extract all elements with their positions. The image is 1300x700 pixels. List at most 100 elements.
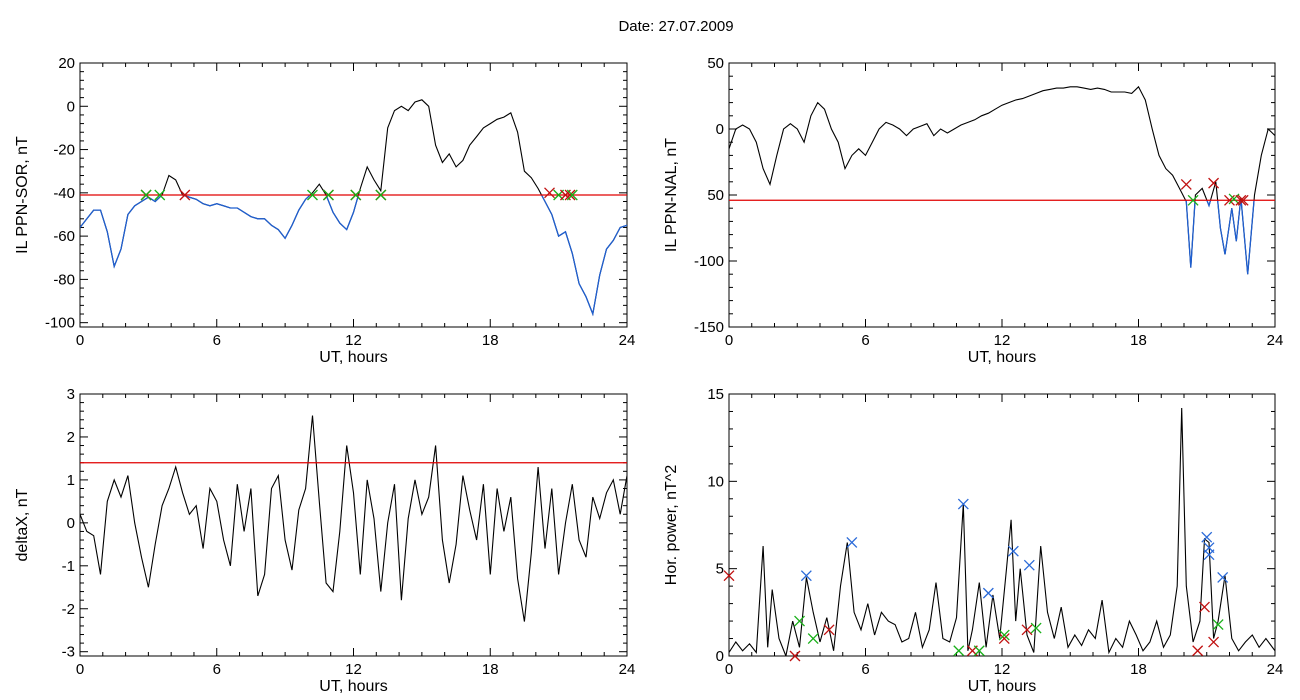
x-tick-label: 12 (994, 661, 1011, 678)
y-tick-label: -2 (62, 601, 75, 618)
event-marker (1023, 559, 1035, 571)
event-marker (179, 189, 191, 201)
y-tick-label: -100 (694, 253, 724, 270)
y-tick-label: -100 (45, 315, 75, 332)
event-marker (1201, 531, 1213, 543)
y-tick-label: 15 (707, 386, 724, 403)
x-tick-label: 0 (725, 332, 733, 349)
event-marker (1030, 622, 1042, 634)
event-marker (1235, 194, 1247, 206)
event-marker (1212, 619, 1224, 631)
event-marker (800, 570, 812, 582)
y-tick-label: 1 (67, 472, 75, 489)
event-marker (564, 189, 576, 201)
x-tick-label: 18 (482, 332, 499, 349)
x-tick-label: 24 (1267, 661, 1284, 678)
event-marker (1021, 624, 1033, 636)
x-tick-label: 18 (1130, 332, 1147, 349)
event-marker (957, 498, 969, 510)
plot-frame (79, 393, 628, 657)
plot-area (729, 85, 1275, 275)
y-tick-label: 0 (716, 121, 724, 138)
chart-panel-top-left: 0 6 12 18 24 -100 -80 -60 -40 -20 0 20 UT, hours IL P… (14, 55, 635, 366)
x-tick-label: 24 (619, 661, 636, 678)
y-axis-title: Hor. power, nT^2 (663, 465, 680, 586)
y-tick-label: 0 (716, 648, 724, 665)
x-tick-label: 6 (213, 661, 221, 678)
event-marker (1217, 571, 1229, 583)
event-marker (846, 537, 858, 548)
y-tick-label: -60 (53, 228, 75, 245)
x-tick-label: 6 (213, 332, 221, 349)
y-tick-label: 20 (58, 55, 75, 72)
series-line (80, 99, 627, 317)
y-tick-label: 10 (707, 473, 724, 490)
event-marker (566, 189, 578, 201)
x-tick-label: 0 (76, 661, 84, 678)
plot-area (80, 415, 627, 622)
event-marker (723, 570, 735, 582)
event-marker (998, 633, 1010, 644)
y-tick-label: -20 (53, 142, 75, 159)
y-axis-title: IL PPN-SOR, nT (14, 136, 31, 254)
event-marker (1203, 549, 1215, 561)
y-tick-label: 2 (67, 429, 75, 446)
y-tick-label: 0 (67, 515, 75, 532)
series-line (80, 415, 627, 622)
y-axis-title: IL PPN-NAL, nT (663, 138, 680, 252)
y-tick-label: -80 (53, 271, 75, 288)
event-marker (823, 624, 835, 636)
event-marker (140, 189, 152, 201)
plot-area (729, 407, 1275, 656)
x-tick-label: 24 (619, 332, 636, 349)
event-marker (1199, 601, 1210, 613)
x-tick-label: 18 (1130, 661, 1147, 678)
chart-panel-top-right: 0 6 12 18 24 -150 -100 50 0 50 UT, hours IL PPN-NAL… (663, 55, 1283, 366)
event-marker (544, 187, 555, 199)
event-marker (1237, 194, 1249, 206)
series-line-below-threshold (80, 195, 627, 317)
x-tick-label: 18 (482, 661, 499, 678)
event-marker (307, 189, 318, 201)
y-tick-label: 50 (707, 187, 724, 204)
x-axis-title: UT, hours (319, 349, 387, 366)
page-title: Date: 27.07.2009 (618, 18, 734, 35)
event-marker (953, 645, 965, 657)
event-marker (375, 189, 387, 201)
event-marker (973, 645, 985, 657)
x-tick-label: 12 (345, 332, 362, 349)
event-marker (794, 615, 805, 627)
event-marker (807, 633, 819, 644)
event-marker (350, 189, 362, 201)
event-marker (1007, 545, 1019, 557)
x-tick-label: 12 (994, 332, 1011, 349)
plot-frame (728, 62, 1276, 328)
series-line (729, 85, 1275, 275)
event-marker (998, 629, 1010, 641)
x-tick-label: 6 (861, 332, 869, 349)
event-marker (1187, 194, 1199, 206)
y-tick-label: -3 (62, 644, 75, 661)
event-marker (322, 189, 334, 201)
x-tick-label: 6 (861, 661, 869, 678)
event-marker (789, 650, 801, 662)
y-tick-label: 0 (67, 98, 75, 115)
y-axis-title: deltaX, nT (14, 488, 31, 561)
plot-area (80, 99, 627, 317)
event-marker (154, 189, 166, 201)
y-tick-label: 5 (716, 561, 724, 578)
event-marker (1192, 645, 1204, 657)
x-axis-title: UT, hours (319, 678, 387, 695)
y-tick-label: -150 (694, 319, 724, 336)
series-line-below-threshold (1184, 200, 1255, 275)
event-marker (1228, 193, 1240, 205)
x-tick-label: 24 (1267, 332, 1284, 349)
x-axis-title: UT, hours (968, 349, 1036, 366)
event-marker (1208, 177, 1220, 189)
y-tick-label: 3 (67, 386, 75, 403)
y-tick-label: 50 (707, 55, 724, 72)
event-marker (1180, 178, 1192, 190)
event-marker (1208, 636, 1220, 648)
